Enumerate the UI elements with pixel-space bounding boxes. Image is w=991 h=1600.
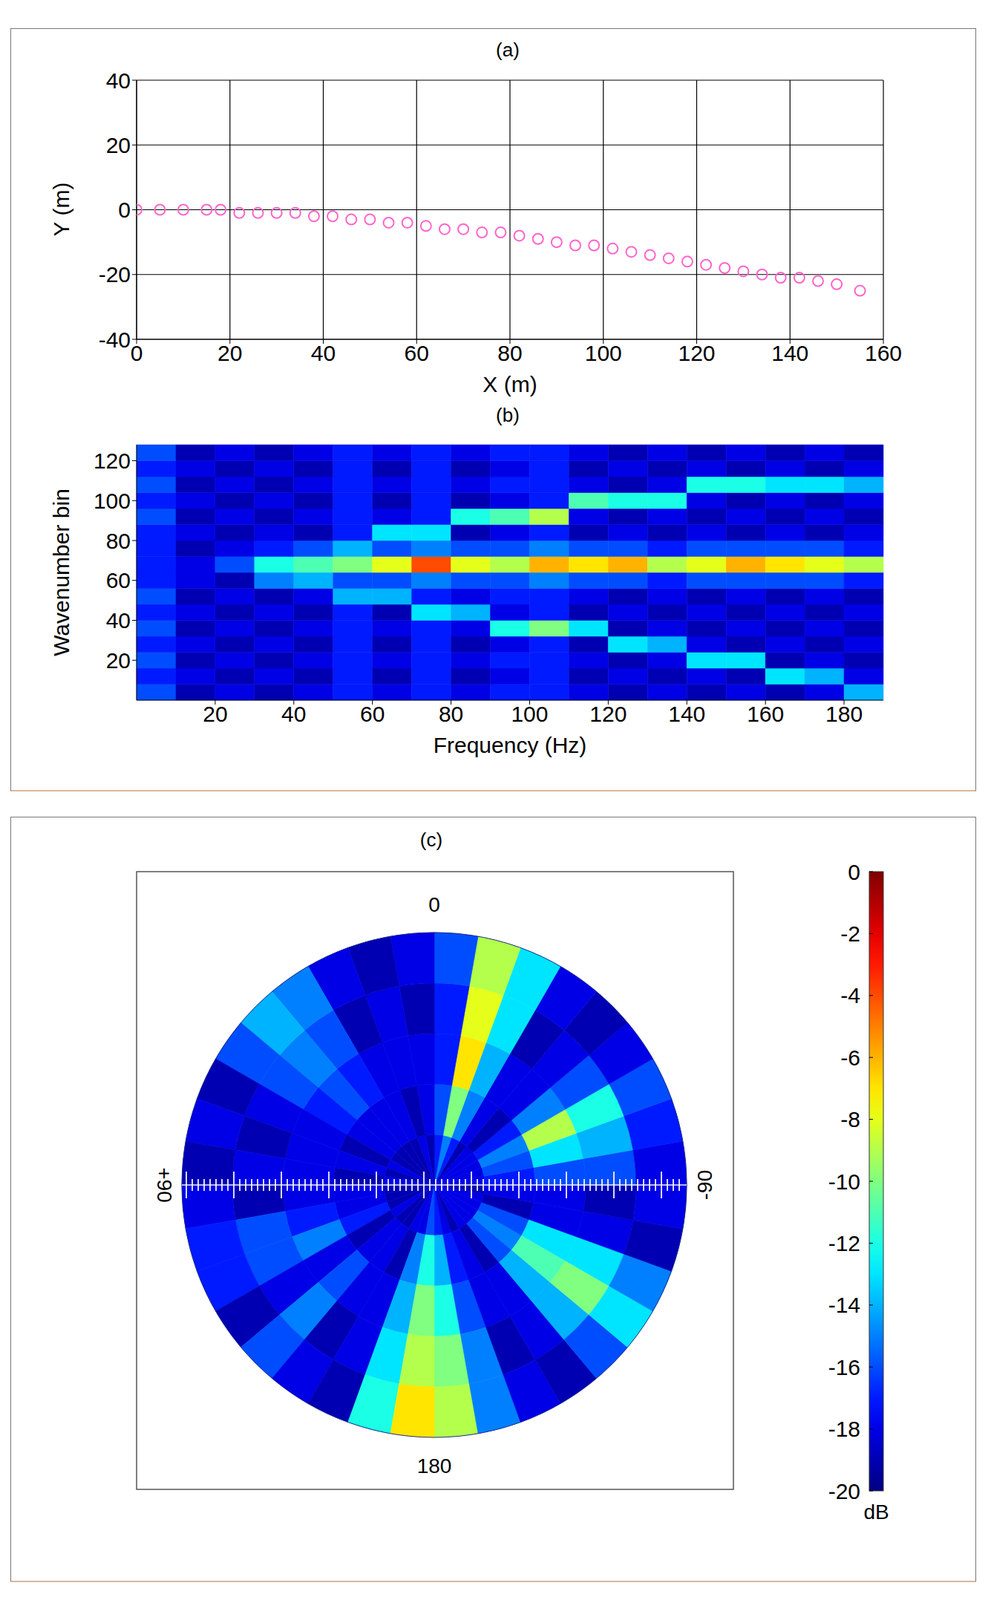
svg-text:20: 20 <box>106 648 131 673</box>
svg-text:40: 40 <box>311 340 336 366</box>
svg-text:60: 60 <box>404 340 430 366</box>
svg-text:40: 40 <box>106 68 131 93</box>
svg-text:-10: -10 <box>828 1169 861 1194</box>
html-text:(b): (b) <box>495 403 520 427</box>
svg-text:-6: -6 <box>840 1045 861 1070</box>
svg-text:40: 40 <box>281 701 306 726</box>
svg-text:80: 80 <box>106 528 131 554</box>
svg-text:-12: -12 <box>828 1230 861 1256</box>
html-text:(c): (c) <box>420 828 443 851</box>
svg-text:40: 40 <box>106 607 131 633</box>
svg-text:-8: -8 <box>840 1106 861 1132</box>
html-text:X (m): X (m) <box>482 371 538 397</box>
svg-text:20: 20 <box>202 701 228 726</box>
svg-text:80: 80 <box>497 340 522 366</box>
svg-text:120: 120 <box>93 448 131 473</box>
svg-text:20: 20 <box>217 340 242 366</box>
html-text:Wavenumber bin: Wavenumber bin <box>48 488 74 657</box>
svg-text:0: 0 <box>118 197 131 222</box>
svg-text:120: 120 <box>589 701 627 726</box>
html-text:(a): (a) <box>495 38 520 61</box>
svg-text:60: 60 <box>106 567 131 593</box>
svg-text:20: 20 <box>106 132 131 158</box>
svg-text:100: 100 <box>510 701 548 726</box>
svg-text:dB: dB <box>863 1500 889 1524</box>
svg-text:0: 0 <box>847 859 861 885</box>
svg-text:0: 0 <box>428 893 441 917</box>
svg-text:160: 160 <box>746 701 784 726</box>
svg-text:120: 120 <box>677 340 715 366</box>
svg-text:0: 0 <box>130 340 144 366</box>
svg-text:180: 180 <box>417 1454 453 1478</box>
svg-text:-14: -14 <box>828 1292 861 1317</box>
svg-text:-20: -20 <box>828 1478 861 1504</box>
svg-text:80: 80 <box>438 701 464 726</box>
html-text:Y (m): Y (m) <box>48 182 74 237</box>
html-text:Frequency (Hz): Frequency (Hz) <box>433 732 587 758</box>
svg-text:-90: -90 <box>693 1169 717 1200</box>
svg-text:100: 100 <box>93 488 131 513</box>
svg-text:160: 160 <box>864 340 902 366</box>
svg-text:180: 180 <box>825 701 863 726</box>
svg-text:-4: -4 <box>840 982 861 1008</box>
svg-text:140: 140 <box>771 340 809 366</box>
svg-text:-16: -16 <box>828 1354 861 1380</box>
svg-text:-20: -20 <box>98 262 131 287</box>
svg-text:140: 140 <box>668 701 706 726</box>
svg-text:-40: -40 <box>98 327 131 352</box>
svg-text:-2: -2 <box>840 921 861 946</box>
svg-text:100: 100 <box>584 340 623 366</box>
svg-text:60: 60 <box>360 701 385 726</box>
svg-text:-18: -18 <box>828 1416 861 1441</box>
svg-text:+90: +90 <box>152 1166 176 1203</box>
